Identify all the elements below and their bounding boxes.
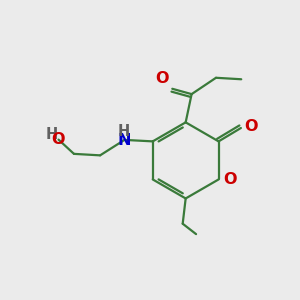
Text: O: O bbox=[223, 172, 237, 187]
Text: N: N bbox=[117, 133, 130, 148]
Text: H: H bbox=[46, 127, 58, 142]
Text: H: H bbox=[118, 124, 130, 139]
Text: O: O bbox=[155, 71, 169, 86]
Text: O: O bbox=[244, 119, 257, 134]
Text: O: O bbox=[52, 132, 65, 147]
